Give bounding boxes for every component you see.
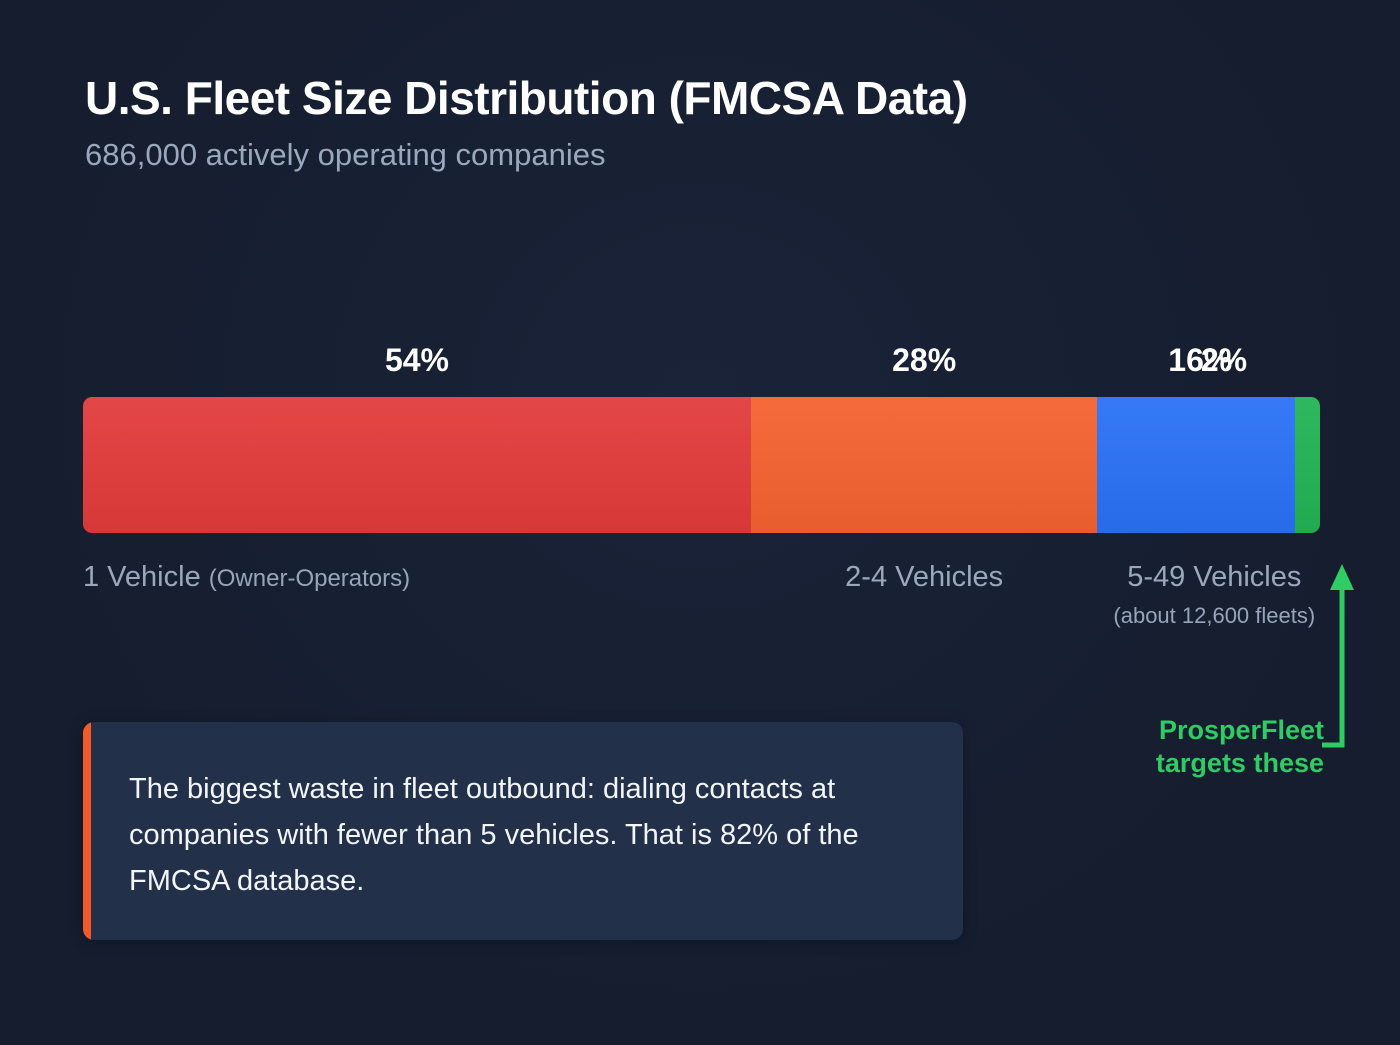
category-label-3: 5-49 Vehicles (about 12,600 fleets) <box>1004 558 1400 632</box>
category-label-1: 1 Vehicle (Owner-Operators) <box>83 558 683 598</box>
percent-label-row: 54% 28% 16% 2% <box>83 340 1320 384</box>
category-label-3-main: 5-49 Vehicles <box>1127 561 1302 593</box>
bar-segment-1-vehicle[interactable] <box>83 397 751 533</box>
category-label-2-main: 2-4 Vehicles <box>845 561 1004 593</box>
callout-accent-bar <box>83 722 91 940</box>
category-label-row: 1 Vehicle (Owner-Operators) 2-4 Vehicles… <box>83 558 1320 658</box>
page-title: U.S. Fleet Size Distribution (FMCSA Data… <box>85 72 968 124</box>
percent-label-4: 2% <box>1200 342 1248 378</box>
percent-label-3: 16% <box>1168 342 1233 378</box>
insight-callout: The biggest waste in fleet outbound: dia… <box>83 722 963 940</box>
callout-text: The biggest waste in fleet outbound: dia… <box>129 773 859 897</box>
annotation-line-2: targets these <box>1155 748 1324 778</box>
annotation-prosperfleet-target: ProsperFleet targets these <box>1046 714 1324 780</box>
category-label-2: 2-4 Vehicles <box>714 558 1134 596</box>
category-label-3-note: (about 12,600 fleets) <box>1113 603 1316 628</box>
category-label-1-main: 1 Vehicle <box>83 561 201 593</box>
bar-segment-5-49-vehicles[interactable] <box>1097 397 1296 533</box>
percent-label-1: 54% <box>384 342 449 378</box>
bar-segment-50-plus-vehicles[interactable] <box>1295 397 1320 533</box>
up-elbow-arrow-icon <box>1322 564 1354 748</box>
stacked-bar <box>83 397 1320 533</box>
chart-header: U.S. Fleet Size Distribution (FMCSA Data… <box>85 72 1325 173</box>
bar-segment-2-4-vehicles[interactable] <box>750 397 1098 533</box>
category-label-1-note: (Owner-Operators) <box>208 565 411 592</box>
percent-label-2: 28% <box>892 342 957 378</box>
page-subtitle: 686,000 actively operating companies <box>85 136 606 172</box>
annotation-line-1: ProsperFleet <box>1158 715 1324 745</box>
